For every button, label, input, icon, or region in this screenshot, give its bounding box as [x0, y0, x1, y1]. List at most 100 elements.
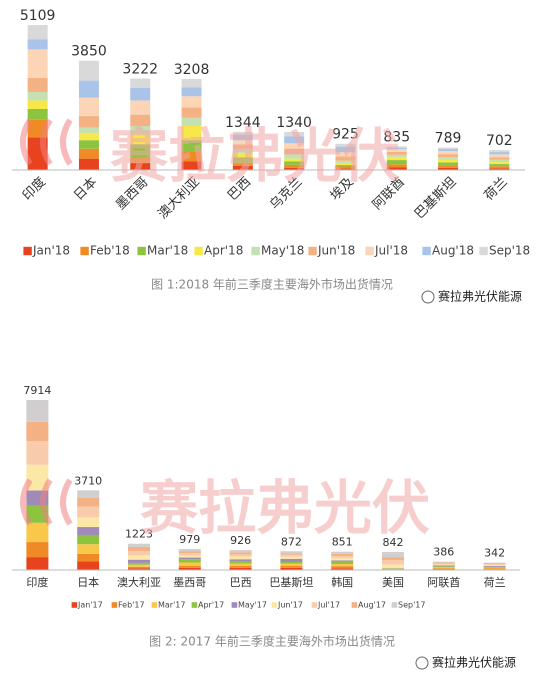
bar-segment: [386, 167, 407, 170]
bar-segment: [78, 80, 99, 98]
legend-swatch: [308, 246, 317, 256]
bar-segment: [130, 100, 151, 115]
bar-segment: [432, 564, 455, 566]
total-label: 342: [484, 547, 505, 560]
legend-label: Mar'17: [158, 601, 185, 610]
x-tick-label: 韩国: [331, 575, 353, 589]
bar-segment: [78, 127, 99, 134]
bar-segment: [128, 546, 150, 552]
bar-segment: [229, 552, 252, 555]
legend-swatch: [151, 602, 158, 608]
bar-segment: [280, 558, 303, 563]
watermark: 赛拉弗光伏: [110, 122, 400, 190]
bar-segment: [77, 553, 100, 562]
bar-segment: [130, 126, 151, 135]
bar-segment: [229, 563, 252, 566]
brand: 赛拉弗光伏能源: [432, 655, 516, 670]
bar-segment: [232, 148, 253, 153]
bar-segment: [130, 78, 151, 88]
bar-segment: [229, 567, 252, 570]
bar-segment: [382, 551, 404, 558]
bar-segment: [77, 498, 100, 507]
bar-segment: [280, 553, 303, 555]
bar-segment: [331, 563, 354, 567]
x-tick-label: 阿联酋: [427, 575, 460, 589]
bar-segment: [284, 167, 305, 170]
total-label: 851: [332, 536, 353, 549]
total-label: 5109: [20, 8, 56, 24]
bar-segment: [130, 114, 151, 127]
legend-swatch: [251, 246, 260, 256]
legend-label: Feb'18: [90, 244, 130, 258]
bar-segment: [232, 152, 253, 158]
bar-segment: [280, 562, 303, 564]
bar-segment: [232, 134, 253, 141]
bar-segment: [128, 562, 150, 565]
x-tick-label: 荷兰: [484, 576, 506, 589]
bar-segment: [128, 559, 150, 563]
total-label: 3710: [74, 474, 102, 487]
bar-segment: [382, 557, 404, 561]
bar-segment: [284, 131, 305, 137]
bar-segment: [335, 152, 356, 157]
bar-segment: [489, 150, 510, 153]
total-label: 3222: [122, 62, 158, 78]
legend-swatch: [365, 246, 374, 256]
bar-segment: [77, 517, 100, 528]
bar-segment: [438, 154, 459, 157]
bar-segment: [232, 162, 253, 166]
bar-segment: [335, 156, 356, 161]
bar-segment: [128, 543, 150, 547]
bar-segment: [128, 551, 150, 556]
bar-segment: [438, 167, 459, 170]
legend-label: Jun'18: [317, 244, 355, 258]
bar-segment: [229, 565, 252, 568]
x-tick-label: 荷兰: [482, 175, 511, 204]
total-label: 3208: [174, 62, 210, 78]
bar-segment: [489, 164, 510, 167]
bar-segment: [386, 160, 407, 165]
bar-segment: [335, 160, 356, 164]
legend-swatch: [391, 602, 398, 608]
bar-segment: [229, 554, 252, 557]
legend-label: Sep'18: [489, 244, 530, 258]
caption: 图 2: 2017 年前三季度主要海外市场出货情况: [149, 634, 395, 649]
bar-segment: [26, 557, 49, 570]
watermark-logo: [20, 118, 73, 526]
legend-label: Apr'17: [198, 601, 224, 610]
bar-segment: [26, 421, 49, 442]
bar-segment: [489, 159, 510, 163]
bar-segment: [280, 567, 303, 570]
bar-segment: [181, 78, 202, 88]
bar-segment: [78, 133, 99, 141]
bar-segment: [77, 527, 100, 536]
legend-swatch: [422, 246, 431, 256]
legend-swatch: [111, 602, 118, 608]
bar-segment: [78, 60, 99, 81]
bar-segment: [432, 563, 455, 565]
total-label: 925: [332, 127, 359, 143]
bar-segment: [130, 162, 151, 170]
bar-segment: [438, 147, 459, 150]
bar-segment: [432, 568, 455, 570]
bar-segment: [78, 116, 99, 128]
legend-swatch: [351, 602, 358, 608]
bar-segment: [386, 147, 407, 150]
legend-label: Jul'17: [317, 601, 340, 610]
bar-segment: [386, 151, 407, 155]
bar-segment: [386, 157, 407, 161]
bar-segment: [27, 77, 48, 92]
bar-segment: [181, 107, 202, 118]
bar-segment: [335, 165, 356, 167]
bar-segment: [382, 560, 404, 565]
legend-swatch: [137, 246, 146, 256]
watermark: 赛拉弗光伏: [140, 474, 430, 542]
bar-segment: [229, 559, 252, 562]
bar-segment: [438, 162, 459, 166]
bar-segment: [26, 400, 49, 422]
bar-segment: [438, 165, 459, 168]
bar-segment: [432, 562, 455, 564]
bar-segment: [438, 149, 459, 152]
x-tick-label: 美国: [382, 576, 404, 589]
bar-segment: [331, 561, 354, 564]
